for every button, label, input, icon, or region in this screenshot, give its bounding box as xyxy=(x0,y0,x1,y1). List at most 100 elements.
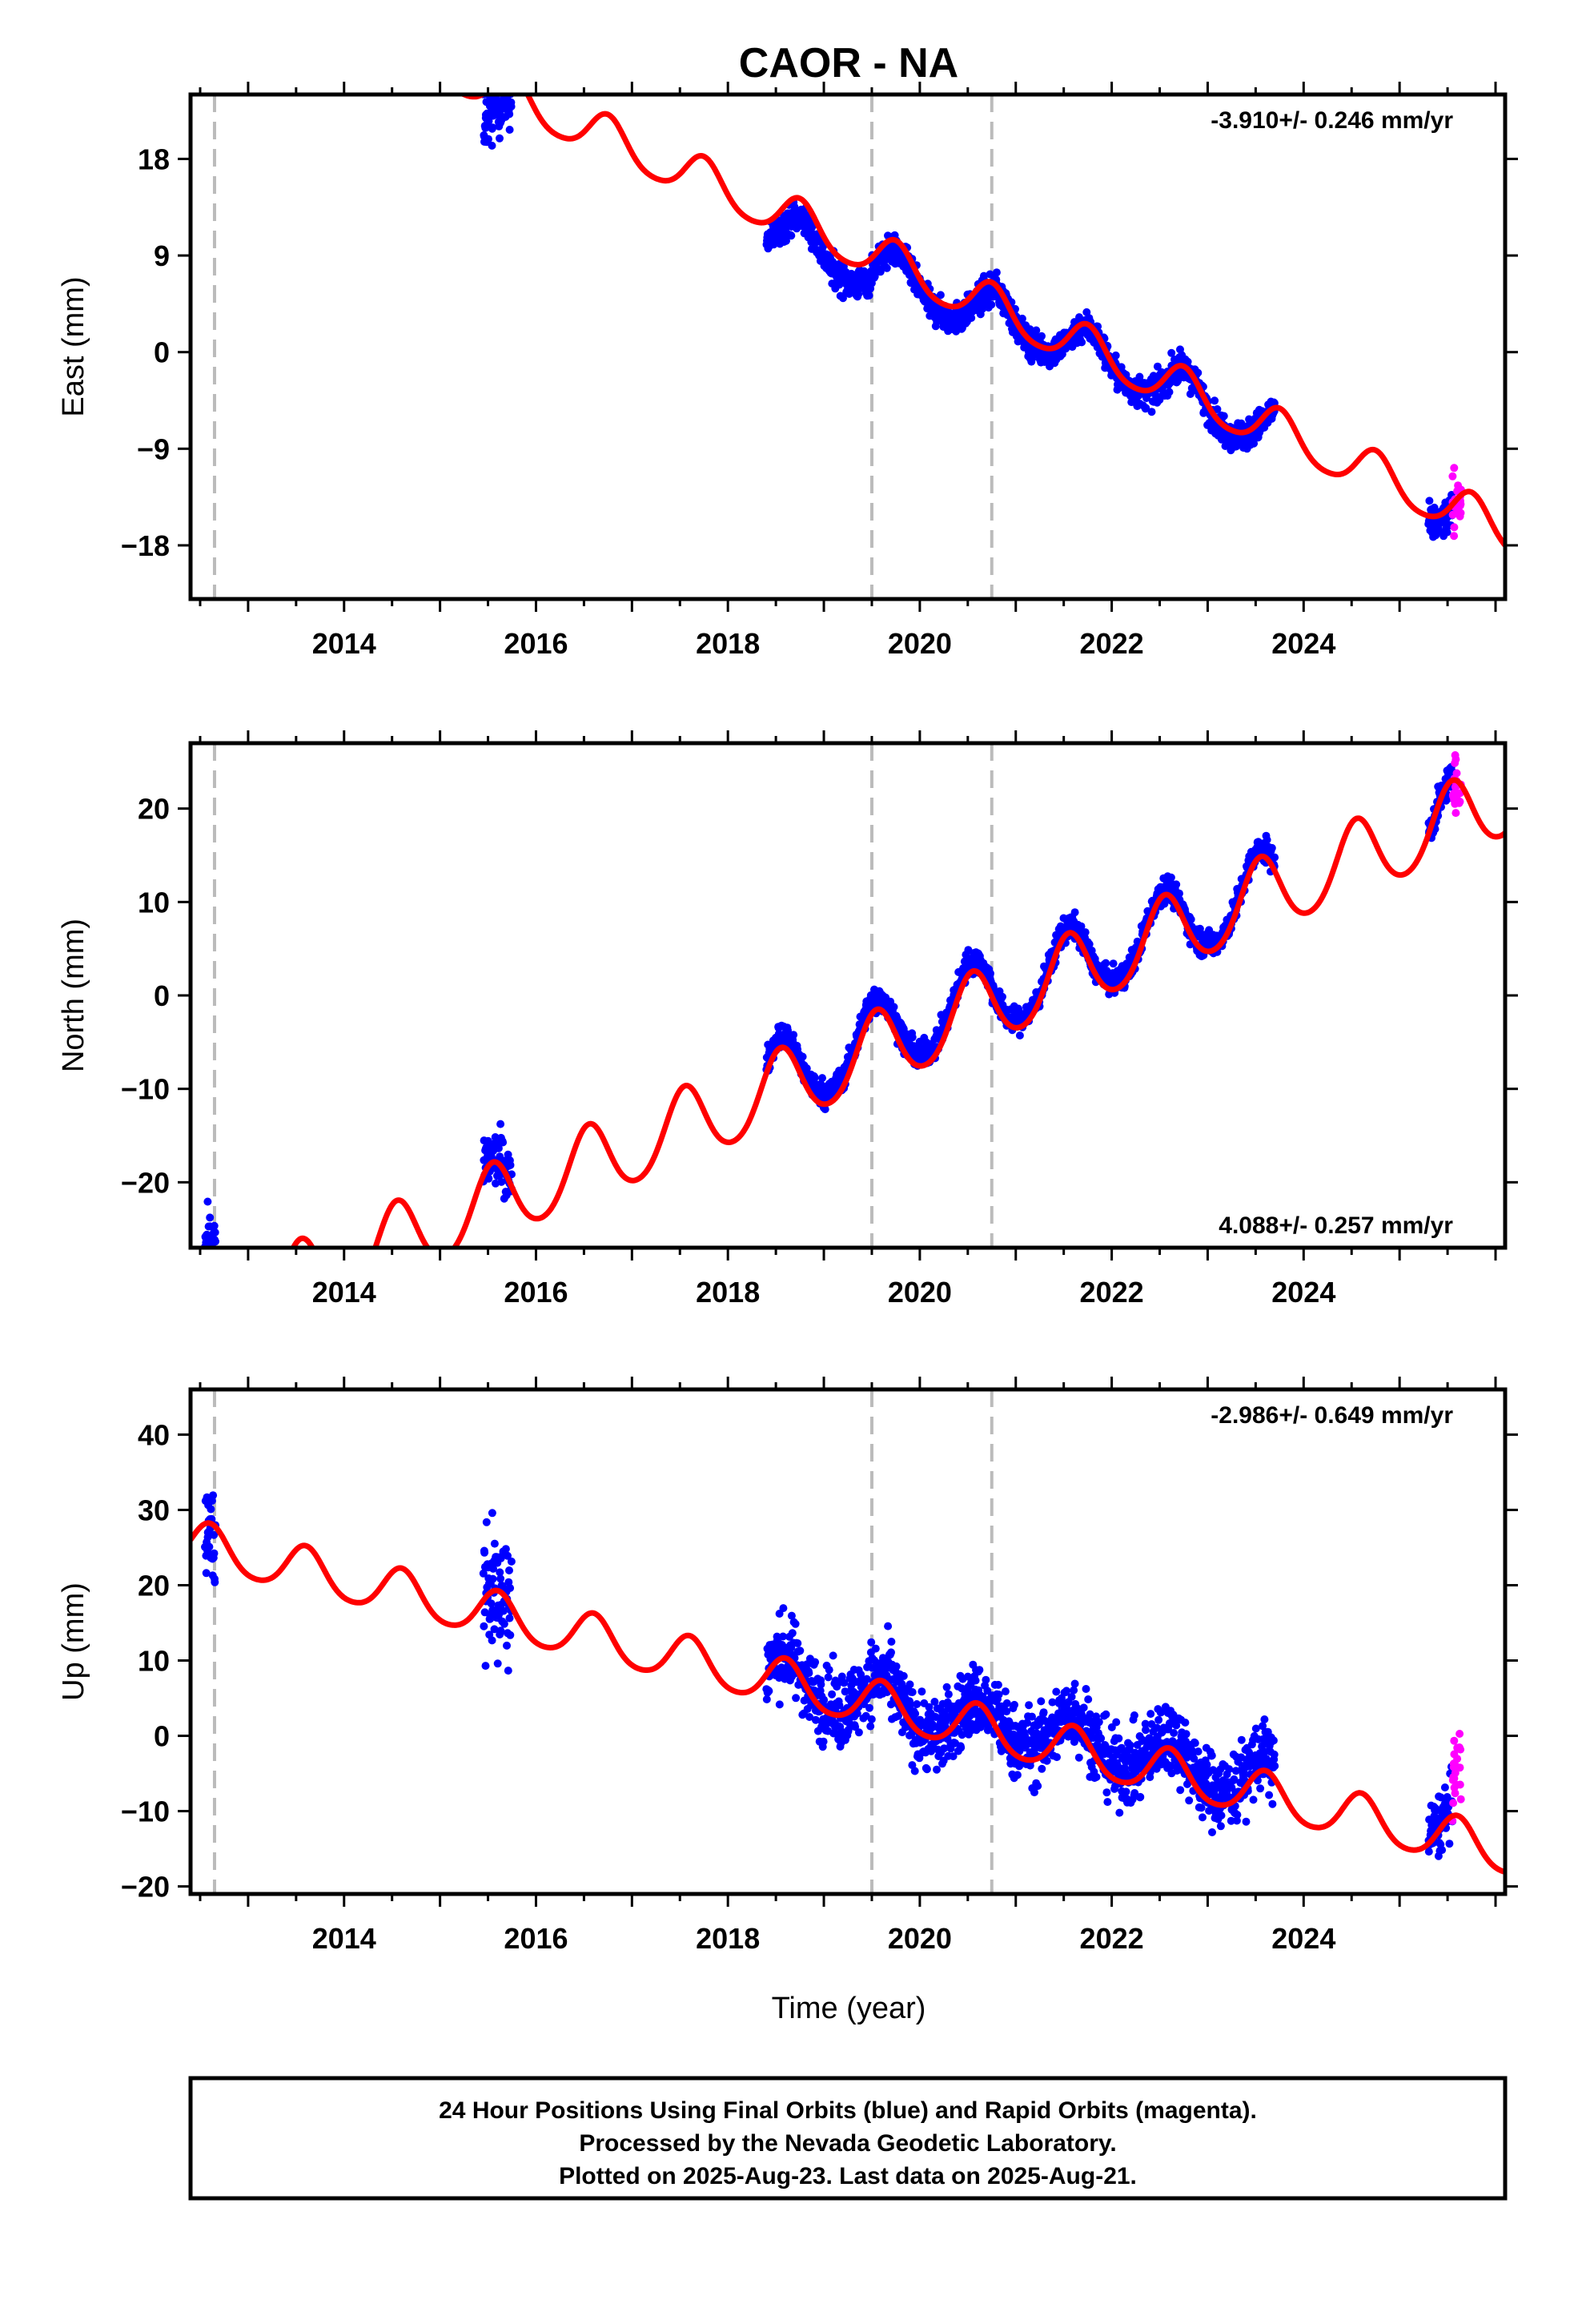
final-orbit-point xyxy=(496,1626,505,1635)
final-orbit-point xyxy=(1112,1718,1121,1727)
final-orbit-point xyxy=(209,23,217,31)
y-tick-label: 10 xyxy=(138,886,170,919)
final-orbit-point xyxy=(1070,1679,1079,1688)
panel-content xyxy=(191,1389,1505,1894)
x-tick-label: 2014 xyxy=(312,1922,376,1955)
final-orbit-point xyxy=(811,1658,820,1667)
final-orbit-point xyxy=(203,1197,212,1206)
final-orbit-point xyxy=(1032,326,1041,335)
x-tick-label: 2018 xyxy=(696,1922,760,1955)
final-orbit-point xyxy=(967,314,976,322)
final-orbit-point xyxy=(1103,1798,1112,1807)
final-orbit-point xyxy=(913,1700,921,1708)
final-orbit-point xyxy=(1025,1701,1034,1710)
final-orbit-point xyxy=(1249,1795,1258,1804)
final-orbit-point xyxy=(205,32,213,40)
y-tick-label: −9 xyxy=(137,432,170,465)
final-orbit-point xyxy=(1186,915,1195,923)
final-orbit-point xyxy=(828,1690,837,1699)
final-orbit-point xyxy=(829,1651,837,1660)
final-orbit-point xyxy=(479,1569,488,1578)
final-orbit-point xyxy=(506,1630,515,1639)
final-orbit-point xyxy=(1263,835,1271,844)
final-orbit-point xyxy=(504,1551,512,1560)
final-orbit-point xyxy=(506,1160,515,1169)
final-orbit-point xyxy=(1079,1703,1088,1712)
final-orbit-point xyxy=(496,1574,505,1583)
final-orbit-point xyxy=(779,1604,788,1613)
final-orbit-point xyxy=(1015,1031,1024,1039)
final-orbit-point xyxy=(1443,528,1452,537)
final-orbit-point xyxy=(1242,1817,1251,1826)
final-orbit-point xyxy=(775,1700,784,1709)
final-orbit-point xyxy=(871,1644,880,1653)
final-orbit-point xyxy=(484,1174,493,1183)
final-orbit-point xyxy=(1136,1792,1145,1801)
final-orbit-point xyxy=(484,135,492,143)
y-tick-label: 20 xyxy=(138,793,170,826)
final-orbit-point xyxy=(490,1539,499,1548)
final-orbit-point xyxy=(201,10,209,18)
final-orbit-point xyxy=(788,1629,797,1638)
final-orbit-point xyxy=(1185,1796,1194,1805)
final-orbit-point xyxy=(1038,332,1046,340)
final-orbit-point xyxy=(1208,1828,1216,1836)
final-orbit-point xyxy=(489,1564,497,1573)
x-tick-label: 2018 xyxy=(696,1276,760,1309)
final-orbit-point xyxy=(840,1679,849,1687)
final-orbit-point xyxy=(203,6,211,14)
final-orbit-point xyxy=(211,1578,219,1586)
final-orbit-point xyxy=(944,1690,953,1699)
y-tick-label: −20 xyxy=(121,1871,170,1904)
final-orbit-point xyxy=(1233,1811,1242,1819)
y-axis-label: Up (mm) xyxy=(57,1582,90,1701)
final-orbit-point xyxy=(1117,363,1126,372)
x-tick-label: 2020 xyxy=(888,627,952,660)
final-orbit-point xyxy=(496,134,504,143)
final-orbit-point xyxy=(908,1033,917,1042)
final-orbit-point xyxy=(1085,940,1094,948)
final-orbit-point xyxy=(1425,497,1434,505)
final-orbit-point xyxy=(503,68,511,76)
final-orbit-point xyxy=(1052,1687,1061,1696)
x-tick-label: 2016 xyxy=(504,627,568,660)
final-orbit-point xyxy=(887,1638,896,1646)
rapid-orbit-point xyxy=(1455,1743,1464,1751)
final-orbit-point xyxy=(844,1726,853,1734)
final-orbit-point xyxy=(504,1667,512,1675)
final-orbit-point xyxy=(209,1263,217,1271)
panel-frame xyxy=(188,741,1508,1250)
final-orbit-point xyxy=(765,1687,773,1695)
final-orbit-point xyxy=(207,24,215,32)
final-orbit-point xyxy=(480,1622,488,1630)
rapid-orbit-point xyxy=(1455,798,1464,807)
y-tick-label: 18 xyxy=(138,143,170,175)
final-orbit-point xyxy=(1237,1735,1246,1744)
final-orbit-point xyxy=(1165,388,1174,396)
final-orbit-point xyxy=(1010,1700,1018,1709)
final-orbit-point xyxy=(507,1557,516,1566)
final-orbit-point xyxy=(500,1619,508,1628)
final-orbit-point xyxy=(490,1625,499,1634)
y-axis-label: East (mm) xyxy=(57,276,90,416)
final-orbit-point xyxy=(876,267,885,276)
y-tick-label: 0 xyxy=(154,1720,170,1753)
final-orbit-point xyxy=(1070,908,1079,917)
final-orbit-point xyxy=(811,1715,820,1724)
final-orbit-point xyxy=(492,69,500,77)
rapid-orbit-point xyxy=(1450,464,1459,472)
final-orbit-point xyxy=(1114,1734,1123,1743)
rapid-orbit-point xyxy=(1451,782,1460,791)
final-orbit-point xyxy=(1092,1773,1101,1781)
final-orbit-point xyxy=(1167,348,1176,357)
final-orbit-point xyxy=(1115,1808,1124,1817)
final-orbit-point xyxy=(206,21,214,29)
final-orbit-point xyxy=(482,1518,491,1526)
x-tick-label: 2024 xyxy=(1271,1922,1335,1955)
final-orbit-point xyxy=(889,1003,898,1011)
final-orbit-point xyxy=(203,7,211,15)
final-orbit-point xyxy=(505,1566,513,1574)
final-orbit-point xyxy=(503,1641,511,1650)
